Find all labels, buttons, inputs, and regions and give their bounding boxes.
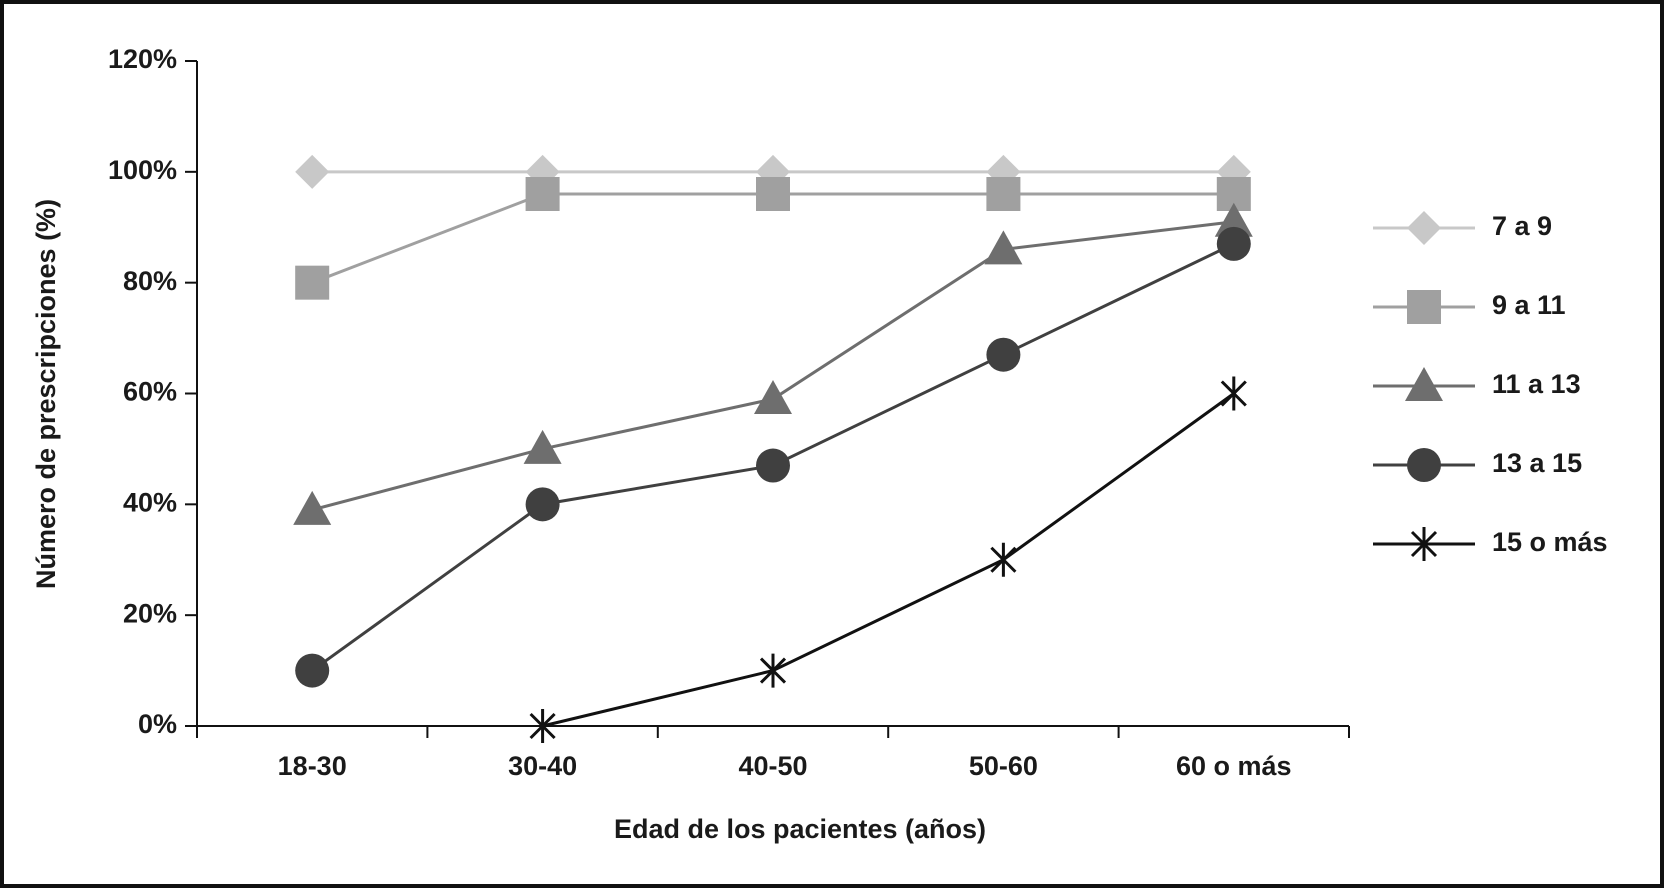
- x-tick-label: 60 o más: [1176, 751, 1292, 781]
- marker: [756, 448, 790, 483]
- marker: [295, 653, 330, 688]
- marker: [1216, 226, 1251, 261]
- marker: [759, 653, 787, 688]
- x-tick-label: 18-30: [278, 751, 347, 781]
- marker: [984, 230, 1023, 265]
- marker: [1220, 376, 1247, 411]
- y-tick-label: 120%: [108, 44, 177, 74]
- x-tick-label: 30-40: [508, 751, 577, 781]
- y-tick-label: 100%: [108, 155, 177, 185]
- y-tick-label: 60%: [123, 377, 177, 407]
- series-line: [542, 392, 1235, 728]
- marker: [1407, 211, 1441, 245]
- marker: [986, 337, 1021, 372]
- marker: [1405, 367, 1443, 401]
- y-tick-label: 20%: [123, 598, 177, 628]
- marker: [523, 429, 562, 464]
- marker: [529, 709, 556, 743]
- x-tick-label: 50-60: [969, 751, 1038, 781]
- legend-label: 7 a 9: [1492, 211, 1552, 241]
- marker: [1214, 202, 1253, 237]
- legend-label: 11 a 13: [1492, 369, 1581, 399]
- legend-label: 13 a 15: [1492, 448, 1582, 478]
- x-tick-label: 40-50: [738, 751, 807, 781]
- legend-label: 15 o más: [1492, 527, 1608, 557]
- y-tick-label: 80%: [123, 266, 177, 296]
- y-tick-label: 0%: [138, 709, 177, 739]
- marker: [754, 380, 792, 415]
- y-tick-label: 40%: [123, 487, 177, 517]
- marker: [990, 542, 1017, 577]
- marker: [1407, 290, 1441, 324]
- marker: [986, 177, 1021, 211]
- marker: [295, 154, 330, 189]
- marker: [1407, 448, 1441, 482]
- x-axis-title: Edad de los pacientes (años): [614, 814, 986, 844]
- marker: [525, 177, 560, 211]
- marker: [1410, 527, 1438, 561]
- marker: [293, 490, 332, 525]
- marker: [756, 177, 790, 211]
- y-axis-title: Número de prescripciones (%): [31, 199, 61, 589]
- legend-label: 9 a 11: [1492, 290, 1566, 320]
- marker: [525, 487, 560, 522]
- marker: [295, 265, 330, 300]
